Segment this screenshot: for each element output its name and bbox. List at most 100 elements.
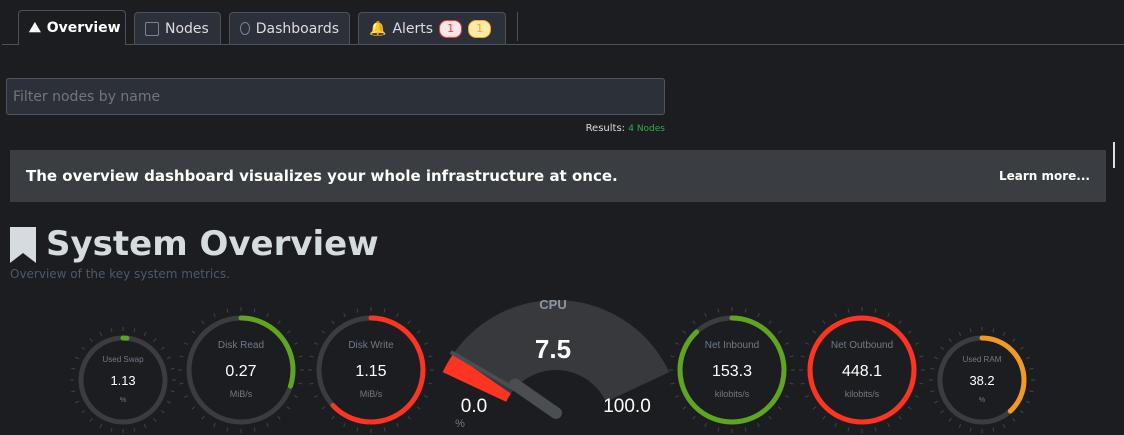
gauge-tick xyxy=(191,406,196,410)
gauge-tick xyxy=(153,338,157,343)
gauge-tick xyxy=(81,410,86,414)
gauge-tick xyxy=(934,356,939,360)
gauge-tick xyxy=(812,406,817,410)
gauge-tick xyxy=(298,355,303,358)
gauge-tick xyxy=(717,308,720,313)
gauge-tick xyxy=(768,415,772,420)
scrollbar[interactable] xyxy=(1113,142,1115,168)
learn-more-link[interactable]: Learn more... xyxy=(998,169,1090,183)
gauge-tick xyxy=(143,423,147,428)
tab-bar-border xyxy=(2,44,1124,45)
gauge-tick xyxy=(692,415,696,420)
gauge-tick xyxy=(293,342,298,345)
gauge-label: Net Outbound xyxy=(831,340,893,351)
gauge-tick xyxy=(143,332,147,337)
gauge-tick xyxy=(75,400,80,404)
gauge-tick xyxy=(914,342,919,345)
gauge-tick xyxy=(930,367,935,370)
gauge-tick xyxy=(784,395,789,398)
gauge-tick xyxy=(99,332,103,337)
gauge-tick xyxy=(682,330,687,334)
gauge-tick xyxy=(914,395,919,398)
gauge-tick xyxy=(293,395,298,398)
tab-alerts[interactable]: 🔔 Alerts 1 1 xyxy=(358,12,506,44)
gauge-unit: % xyxy=(120,395,127,404)
cpu-label: CPU xyxy=(539,297,566,312)
filter-nodes-input[interactable] xyxy=(6,78,665,115)
gauge-tick xyxy=(744,308,747,313)
gauge-tick xyxy=(314,395,319,398)
gauge-tick xyxy=(428,382,433,385)
gauge-tick xyxy=(396,313,399,318)
gauge-tick xyxy=(940,410,945,414)
gauge-value: 0.27 xyxy=(225,363,256,380)
critical-alerts-badge[interactable]: 1 xyxy=(439,19,463,38)
gauge-tick xyxy=(184,395,189,398)
gauge-used-swap: Used Swap 1.13% xyxy=(70,327,176,433)
gauge-tick xyxy=(298,382,303,385)
tab-dashboards[interactable]: Dashboards xyxy=(229,12,350,44)
gauge-tick xyxy=(948,338,952,343)
gauge-disk-write: Disk Write 1.15 MiB/s xyxy=(308,307,434,433)
cpu-gauge: CPU 7.5 0.0 100.0% xyxy=(442,297,670,430)
gauge-fill xyxy=(78,335,168,425)
gauge-tick xyxy=(277,320,281,325)
gauge-fill xyxy=(807,315,917,425)
gauge-tick xyxy=(757,422,760,427)
gauge-tick xyxy=(286,330,291,334)
results-count: Results: 4 Nodes xyxy=(586,123,665,134)
gauge-tick xyxy=(253,427,256,432)
tab-label: Alerts xyxy=(392,20,434,37)
gauge-tick xyxy=(184,342,189,345)
gauge-tick xyxy=(919,355,924,358)
gauge-value: 1.13 xyxy=(110,373,135,388)
gauge-tick xyxy=(670,355,675,358)
gauge-unit: % xyxy=(979,395,986,404)
section-title: System Overview xyxy=(46,224,379,264)
gauge-tick xyxy=(692,320,696,325)
gauge-tick xyxy=(789,355,794,358)
gauge-disk-read: Disk Read 0.27 MiB/s xyxy=(178,307,304,433)
bookmark-icon xyxy=(10,227,36,263)
gauge-tick xyxy=(343,422,346,427)
gauge-tick xyxy=(343,313,346,318)
gauge-tick xyxy=(757,313,760,318)
tab-overview[interactable]: ⛰ Overview xyxy=(18,10,126,45)
gauge-tick xyxy=(331,415,335,420)
gauge-tick xyxy=(110,427,113,432)
gauge-used-ram: Used RAM 38.2% xyxy=(929,327,1035,433)
gauge-label: Disk Write xyxy=(348,340,394,351)
gauge-tick xyxy=(179,382,184,385)
gauge-tick xyxy=(407,320,411,325)
gauge-tick xyxy=(919,382,924,385)
gauge-tick xyxy=(133,328,136,333)
gauge-tick xyxy=(71,367,76,370)
gauge-tick xyxy=(99,423,103,428)
gauge-tick xyxy=(898,415,902,420)
gauge-tick xyxy=(812,330,817,334)
gauge-tick xyxy=(805,342,810,345)
gauge-net-outbound: Net Outbound 448.1 kilobits/s xyxy=(799,307,925,433)
tab-separator xyxy=(517,12,518,41)
gauge-label: Used RAM xyxy=(963,355,1002,364)
gauge-tick xyxy=(356,427,359,432)
gauge-tick xyxy=(253,308,256,313)
warning-alerts-badge[interactable]: 1 xyxy=(468,19,492,38)
gauge-fill xyxy=(937,335,1027,425)
gauge-tick xyxy=(777,330,782,334)
gauge-tick xyxy=(160,410,165,414)
overview-chart-icon: ⛰ xyxy=(29,20,41,36)
gauge-tick xyxy=(822,320,826,325)
tab-nodes[interactable]: Nodes xyxy=(134,12,221,44)
gauge-tick xyxy=(423,342,428,345)
gauge-tick xyxy=(934,400,939,404)
gauge-tick xyxy=(907,406,912,410)
gauge-tick xyxy=(407,415,411,420)
gauge-tick xyxy=(331,320,335,325)
gauge-tick xyxy=(898,320,902,325)
gauge-tick xyxy=(847,308,850,313)
gauge-tick xyxy=(675,342,680,345)
info-banner: The overview dashboard visualizes your w… xyxy=(10,150,1106,202)
gauge-tick xyxy=(930,390,935,393)
